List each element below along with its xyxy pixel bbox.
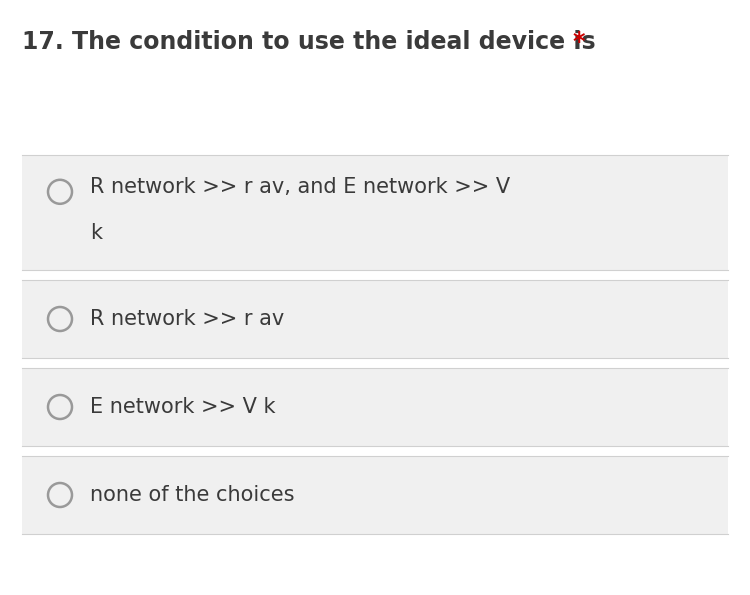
FancyBboxPatch shape <box>22 456 728 534</box>
Text: *: * <box>572 30 584 54</box>
Text: R network >> r av, and E network >> V: R network >> r av, and E network >> V <box>90 177 510 197</box>
FancyBboxPatch shape <box>22 368 728 446</box>
FancyBboxPatch shape <box>22 280 728 358</box>
Text: R network >> r av: R network >> r av <box>90 309 284 329</box>
Text: E network >> V k: E network >> V k <box>90 397 275 417</box>
FancyBboxPatch shape <box>22 155 728 270</box>
Text: none of the choices: none of the choices <box>90 485 295 505</box>
Text: k: k <box>90 223 102 243</box>
Text: 17. The condition to use the ideal device is: 17. The condition to use the ideal devic… <box>22 30 596 54</box>
